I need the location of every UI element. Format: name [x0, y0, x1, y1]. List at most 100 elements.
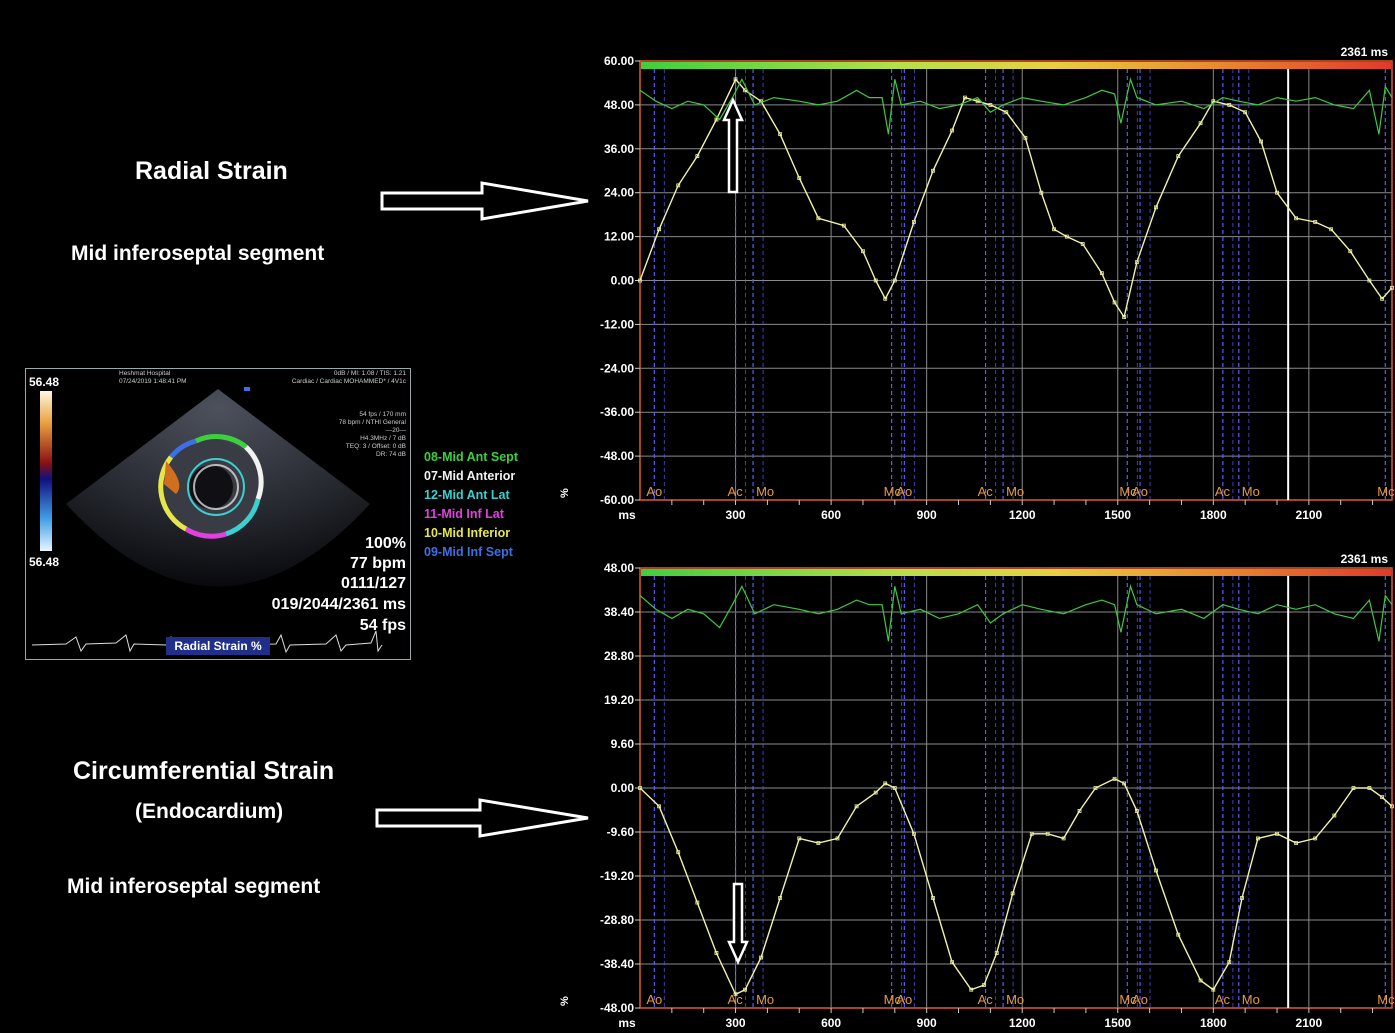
radial-data-point: [1134, 260, 1139, 265]
echo-scale-bottom: 56.48: [29, 555, 60, 569]
radial-data-point: [1329, 227, 1334, 232]
circ-y-tick-label: 19.20: [604, 693, 634, 707]
circ-data-point: [759, 955, 763, 960]
circ-data-point: [1332, 813, 1337, 818]
radial-data-point: [988, 103, 993, 107]
radial-event-marker-label: Mc: [1377, 484, 1395, 499]
circ-y-tick-label: 9.60: [611, 737, 635, 751]
circ-data-point: [638, 786, 642, 790]
legend-item-07: 07-Mid Anterior: [424, 469, 516, 483]
radial-data-point: [1039, 190, 1044, 195]
radial-x-tick-label: 900: [917, 508, 937, 522]
radial-y-tick-label: 24.00: [604, 186, 634, 200]
radial-green-curve: [639, 77, 1393, 135]
circ-data-point: [1256, 836, 1260, 841]
circ-data-point: [854, 804, 859, 809]
peak-arrow-down-icon: [727, 882, 749, 966]
circ-event-marker-label: Mc: [884, 992, 902, 1007]
circ-event-marker-label: Ao: [896, 992, 912, 1007]
echo-fps: 54 fps: [359, 617, 406, 634]
radial-data-point: [714, 117, 719, 122]
radial-data-point: [816, 216, 821, 221]
circ-data-point: [892, 786, 897, 790]
radial-data-point: [1198, 121, 1203, 126]
circ-event-marker-label: Ao: [1132, 992, 1148, 1007]
echo-scale-top: 56.48: [29, 375, 60, 389]
radial-x-axis-label: ms: [618, 508, 636, 522]
circ-data-point: [1061, 836, 1066, 841]
circ-data-point: [743, 987, 748, 992]
circ-x-tick-label: 2100: [1296, 1016, 1323, 1030]
color-scale-bar: [40, 391, 52, 551]
legend-item-12: 12-Mid Ant Lat: [424, 488, 510, 502]
radial-data-point: [1259, 139, 1263, 144]
echo-frame: 0111/127: [341, 575, 406, 592]
radial-data-point: [1348, 249, 1353, 254]
radial-data-point: [912, 220, 916, 224]
radial-data-point: [1099, 271, 1104, 276]
legend-item-08: 08-Mid Ant Sept: [424, 450, 518, 464]
circ-data-point: [1112, 776, 1117, 781]
radial-data-point: [1122, 315, 1127, 319]
peak-arrow-up-icon: [722, 96, 744, 194]
circ-event-marker-label: Mc: [1377, 992, 1395, 1007]
circ-y-tick-label: -38.40: [600, 957, 634, 971]
radial-y-tick-label: 36.00: [604, 142, 634, 156]
radial-duration-label: 2361 ms: [1341, 45, 1389, 59]
echo-zoom: 100%: [365, 535, 406, 552]
radial-event-marker-label: Mo: [756, 484, 774, 499]
radial-event-marker-label: Ac: [728, 484, 744, 499]
radial-data-point: [1390, 285, 1394, 290]
circ-green-curve: [639, 584, 1393, 642]
circ-data-point: [835, 836, 840, 841]
circ-data-point: [657, 804, 662, 809]
circ-y-axis-label: %: [559, 996, 571, 1006]
radial-x-tick-label: 600: [821, 508, 841, 522]
circ-event-marker-label: Mo: [756, 992, 774, 1007]
circ-sub-label: (Endocardium): [135, 800, 284, 823]
echo-settings-2: Cardiac / Cardiac MOHAMMED* / 4V1c: [291, 378, 406, 385]
radial-event-marker-label: Mc: [1119, 484, 1137, 499]
radial-y-tick-label: -48.00: [600, 449, 634, 463]
circ-data-point: [778, 896, 783, 900]
legend-item-11: 11-Mid Inf Lat: [424, 507, 504, 521]
circ-y-tick-label: -28.80: [600, 913, 634, 927]
radial-data-point: [931, 168, 935, 173]
circ-event-marker-label: Ac: [1215, 992, 1231, 1007]
echo-time: 019/2044/2361 ms: [271, 596, 406, 613]
radial-data-point: [1313, 220, 1318, 224]
radial-y-tick-label: -12.00: [600, 317, 634, 331]
echo-hospital: Heshmat Hospital: [119, 370, 171, 377]
radial-data-point: [797, 176, 802, 180]
radial-data-point: [778, 132, 783, 137]
radial-data-point: [892, 278, 897, 283]
radial-data-point: [975, 99, 980, 104]
echo-settings-1: 0dB / MI: 1.08 / TIS: 1.21: [333, 370, 406, 377]
circ-data-point: [912, 831, 916, 836]
echo-datetime: 07/24/2019 1:48:41 PM: [119, 378, 187, 385]
radial-x-tick-label: 1500: [1104, 508, 1131, 522]
circ-data-point: [1077, 809, 1082, 813]
circ-data-point: [797, 836, 802, 841]
circ-data-point: [695, 900, 700, 905]
circ-data-point: [950, 960, 955, 965]
circ-y-tick-label: -48.00: [600, 1001, 634, 1015]
radial-data-point: [1112, 300, 1117, 305]
radial-event-marker-label: Ac: [978, 484, 994, 499]
circ-data-point: [982, 983, 986, 987]
radial-event-marker-label: Ao: [896, 484, 912, 499]
circ-y-tick-label: -19.20: [600, 869, 634, 883]
circ-strain-curve: [639, 778, 1393, 996]
radial-y-tick-label: -60.00: [600, 493, 634, 507]
echo-mode-label: Radial Strain %: [174, 639, 262, 653]
radial-data-point: [1294, 216, 1299, 221]
segment-legend: 08-Mid Ant Sept 07-Mid Anterior 12-Mid A…: [424, 448, 518, 562]
circ-data-point: [1122, 781, 1127, 786]
circ-data-point: [1198, 978, 1203, 983]
circ-data-point: [1240, 896, 1244, 900]
circ-data-point: [733, 992, 738, 997]
radial-data-point: [1052, 227, 1056, 232]
circ-data-point: [883, 781, 888, 786]
radial-data-point: [638, 278, 642, 283]
radial-y-tick-label: -24.00: [600, 361, 634, 375]
